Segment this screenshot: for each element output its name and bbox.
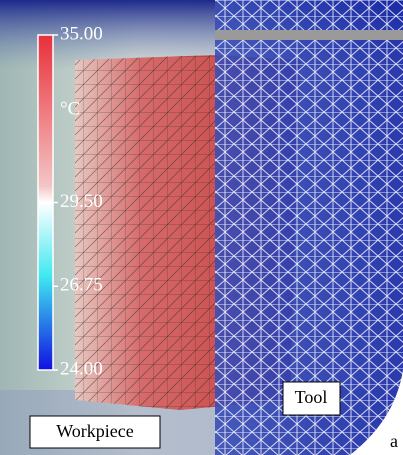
colorbar-tick-label: 26.75 xyxy=(60,275,103,296)
workpiece-box xyxy=(29,415,161,449)
workpiece-label: Workpiece xyxy=(56,421,134,441)
colorbar-tick-label: 35.00 xyxy=(60,23,103,44)
corner xyxy=(350,370,403,455)
panel-label: a xyxy=(390,431,398,451)
tool-mesh xyxy=(215,0,403,455)
tool-band xyxy=(215,30,403,40)
colorbar-tick-label: 29.50 xyxy=(60,191,103,212)
tool-label: Tool xyxy=(295,387,328,407)
colorbar xyxy=(37,34,54,371)
colorbar-tick-label: 24.00 xyxy=(60,358,103,379)
tool-box xyxy=(282,381,341,416)
colorbar-unit: °C xyxy=(60,98,80,119)
